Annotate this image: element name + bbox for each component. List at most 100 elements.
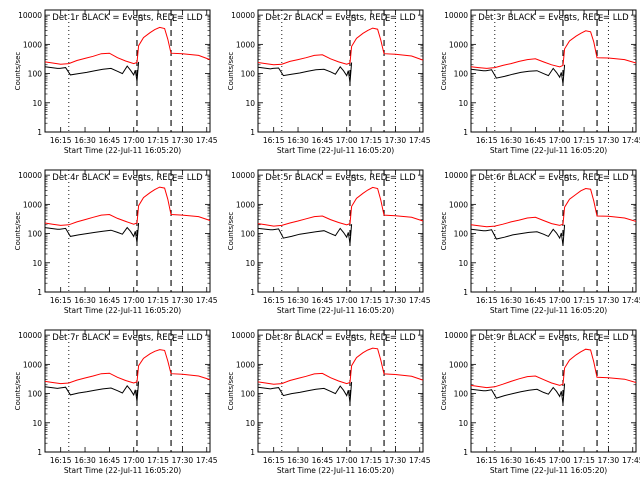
x-tick-label: 16:45: [99, 456, 121, 465]
x-tick-label: 17:30: [598, 296, 620, 305]
series-events-line: [257, 381, 353, 403]
x-axis-label: Start Time (22-Jul-11 16:05:20): [277, 306, 394, 315]
series-lld-line: [44, 349, 211, 385]
x-tick-label: 17:30: [385, 456, 407, 465]
chart-title: Det 4r BLACK = Events, RED = LLD: [52, 173, 203, 183]
series-lld-line: [257, 347, 424, 385]
chart-panel-5: Det 5r BLACK = Events, RED = LLD 1 10 100 10…: [227, 169, 431, 315]
y-tick-label: 1000: [23, 360, 42, 369]
interval-marker-label: E: [172, 174, 177, 184]
y-tick-label: 1000: [449, 40, 468, 49]
x-tick-label: 16:15: [50, 456, 72, 465]
x-tick-label: 17:15: [360, 296, 382, 305]
y-tick-label: 10: [245, 99, 255, 108]
plot-frame: [257, 169, 424, 293]
chart-title: Det 5r BLACK = Events, RED = LLD: [265, 173, 416, 183]
x-axis-label: Start Time (22-Jul-11 16:05:20): [490, 146, 607, 155]
series-events-line: [44, 381, 140, 402]
x-tick-label: 16:15: [476, 296, 498, 305]
y-tick-label: 10: [32, 419, 42, 428]
y-axis-label: Counts/sec: [227, 52, 235, 91]
chart-panel-7: Det 7r BLACK = Events, RED = LLD 1 10 100 10…: [14, 329, 218, 475]
x-tick-label: 17:45: [409, 136, 431, 145]
x-tick-label: 16:45: [525, 136, 547, 145]
series-lld-line: [470, 187, 637, 228]
interval-marker-label: E: [385, 334, 390, 344]
y-tick-label: 1000: [236, 360, 255, 369]
y-axis-label: Counts/sec: [14, 52, 22, 91]
x-tick-label: 16:30: [287, 136, 309, 145]
x-tick-label: 17:30: [172, 136, 194, 145]
x-tick-label: 16:45: [99, 136, 121, 145]
y-tick-label: 100: [241, 70, 256, 79]
series-events-line: [257, 224, 353, 244]
x-tick-label: 17:00: [549, 456, 571, 465]
chart-panel-4: Det 4r BLACK = Events, RED = LLD 1 10 100 10…: [14, 169, 218, 315]
x-tick-label: 17:15: [360, 456, 382, 465]
x-tick-label: 17:45: [622, 136, 640, 145]
series-lld-line: [470, 348, 637, 389]
x-axis-label: Start Time (22-Jul-11 16:05:20): [277, 466, 394, 475]
x-tick-label: 17:00: [123, 136, 145, 145]
chart-title: Det 3r BLACK = Events, RED = LLD: [478, 13, 629, 23]
interval-marker-label: S: [138, 334, 143, 344]
y-tick-label: 10000: [444, 331, 468, 340]
x-tick-label: 17:45: [409, 456, 431, 465]
x-tick-label: 16:15: [476, 456, 498, 465]
series-lld-line: [257, 27, 424, 66]
chart-panel-3: Det 3r BLACK = Events, RED = LLD 1 10 100 10…: [440, 9, 640, 155]
chart-title: Det 9r BLACK = Events, RED = LLD: [478, 333, 629, 343]
x-tick-label: 17:00: [549, 136, 571, 145]
chart-title: Det 8r BLACK = Events, RED = LLD: [265, 333, 416, 343]
x-axis-label: Start Time (22-Jul-11 16:05:20): [64, 306, 181, 315]
chart-panel-9: Det 9r BLACK = Events, RED = LLD 1 10 100 10…: [440, 329, 640, 475]
y-tick-label: 10: [458, 99, 468, 108]
interval-marker-label: E: [385, 174, 390, 184]
interval-marker-label: S: [564, 334, 569, 344]
y-axis-label: Counts/sec: [440, 372, 448, 411]
y-tick-label: 10: [245, 259, 255, 268]
plot-frame: [44, 329, 211, 453]
x-tick-label: 17:00: [336, 136, 358, 145]
y-tick-label: 10000: [231, 171, 255, 180]
y-tick-label: 100: [241, 390, 256, 399]
x-tick-label: 16:15: [50, 136, 72, 145]
y-tick-label: 10: [32, 259, 42, 268]
x-tick-label: 17:45: [622, 296, 640, 305]
x-axis-label: Start Time (22-Jul-11 16:05:20): [490, 306, 607, 315]
plot-frame: [44, 9, 211, 133]
x-tick-label: 17:30: [172, 456, 194, 465]
y-tick-label: 1: [250, 288, 255, 297]
x-tick-label: 17:45: [409, 296, 431, 305]
x-tick-label: 17:15: [573, 136, 595, 145]
y-tick-label: 10000: [18, 171, 42, 180]
series-events-line: [470, 224, 566, 246]
y-tick-label: 1: [37, 288, 42, 297]
series-events-line: [470, 383, 566, 404]
y-tick-label: 1000: [23, 200, 42, 209]
x-tick-label: 17:15: [147, 136, 169, 145]
y-axis-label: Counts/sec: [227, 212, 235, 251]
interval-marker-label: S: [351, 14, 356, 24]
y-axis-label: Counts/sec: [440, 52, 448, 91]
x-tick-label: 16:30: [74, 136, 96, 145]
chart-title: Det 1r BLACK = Events, RED = LLD: [52, 13, 203, 23]
y-tick-label: 10: [245, 419, 255, 428]
x-tick-label: 16:15: [263, 136, 285, 145]
x-tick-label: 17:00: [549, 296, 571, 305]
y-tick-label: 10: [458, 419, 468, 428]
y-tick-label: 100: [241, 230, 256, 239]
y-tick-label: 10: [32, 99, 42, 108]
plot-frame: [470, 169, 637, 293]
x-tick-label: 17:30: [385, 296, 407, 305]
x-tick-label: 16:15: [50, 296, 72, 305]
plot-frame: [470, 9, 637, 133]
y-tick-label: 100: [28, 390, 43, 399]
series-lld-line: [257, 186, 424, 227]
series-events-line: [44, 222, 140, 243]
y-tick-label: 100: [454, 70, 469, 79]
y-tick-label: 100: [454, 230, 469, 239]
plot-frame: [44, 169, 211, 293]
interval-marker-label: E: [598, 174, 603, 184]
y-tick-label: 1: [463, 448, 468, 457]
